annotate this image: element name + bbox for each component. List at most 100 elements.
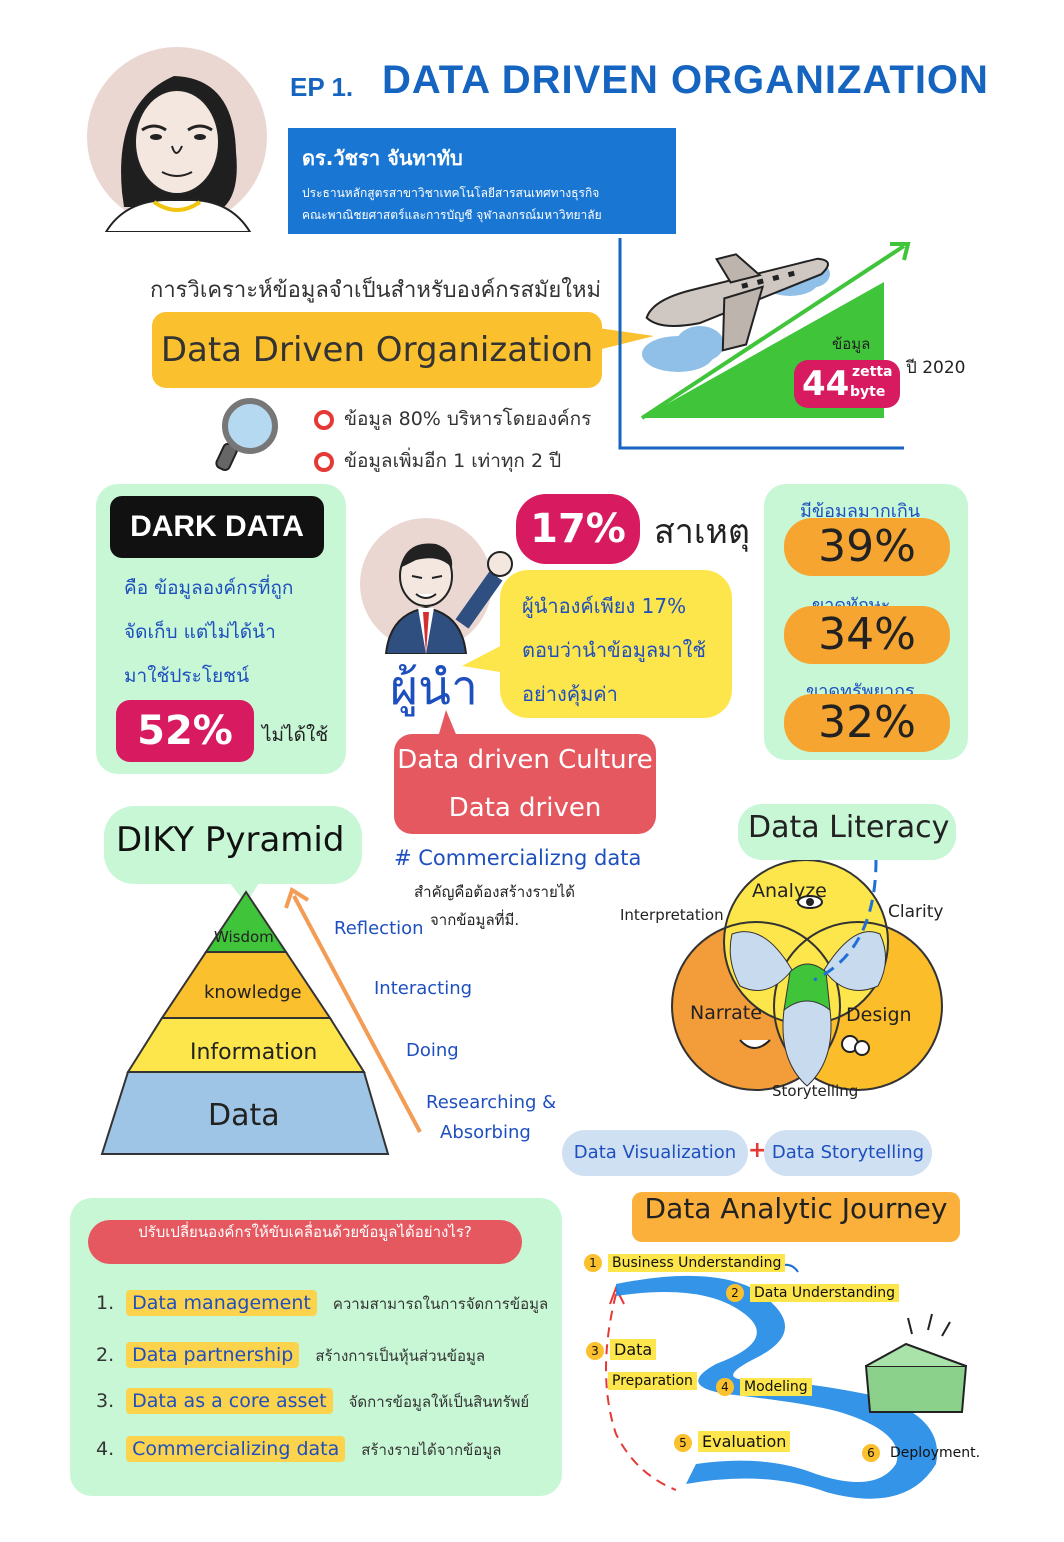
dark-data-desc-3: มาใช้ประโยชน์ bbox=[124, 665, 250, 687]
leader-bubble-line-3: อย่างคุ้มค่า bbox=[522, 682, 618, 706]
leader-speech-bubble: ผู้นำองค์เพียง 17% ตอบว่านำข้อมูลมาใช้ อ… bbox=[500, 570, 732, 718]
pyramid-level-data: Data bbox=[208, 1098, 280, 1133]
growth-year: ปี 2020 bbox=[906, 358, 966, 378]
growth-unit-byte: byte bbox=[850, 384, 886, 400]
speaker-portrait bbox=[84, 42, 270, 233]
literacy-venn bbox=[664, 859, 964, 1100]
leader-percent-bubble: 17% bbox=[516, 494, 640, 564]
speaker-card: ดร.วัชรา จันทาทับ ประธานหลักสูตรสาขาวิชา… bbox=[288, 128, 676, 234]
episode-label: EP 1. bbox=[290, 72, 354, 102]
culture-line: Data driven Culture bbox=[397, 745, 653, 775]
growth-unit-zetta: zetta bbox=[852, 364, 893, 380]
literacy-analyze: Analyze bbox=[752, 880, 827, 902]
leader-illustration bbox=[356, 504, 526, 655]
data-visualization-pill: Data Visualization bbox=[562, 1130, 748, 1176]
bullet-icon bbox=[314, 409, 334, 430]
transform-question: ปรับเปลี่ยนองค์กรให้ขับเคลื่อนด้วยข้อมูล… bbox=[88, 1220, 522, 1264]
literacy-plus: + bbox=[748, 1138, 767, 1163]
diky-bubble-pointer bbox=[226, 878, 262, 904]
cause-value-2: 34% bbox=[784, 606, 950, 664]
step-number: 5 bbox=[674, 1434, 692, 1452]
step-number: 3 bbox=[586, 1342, 604, 1360]
item-name: Data partnership bbox=[126, 1342, 300, 1368]
cause-value-1: 39% bbox=[784, 518, 950, 576]
pyramid-level-wisdom: Wisdom bbox=[214, 928, 274, 946]
bullet-data-doubles: ข้อมูลเพิ่มอีก 1 เท่าทุก 2 ปี bbox=[314, 446, 561, 476]
diky-title: DIKY Pyramid bbox=[116, 820, 345, 860]
item-name: Data management bbox=[126, 1290, 317, 1316]
growth-value: 44 bbox=[802, 364, 850, 404]
literacy-clarity: Clarity bbox=[888, 902, 944, 922]
pyramid-level-information: Information bbox=[190, 1040, 318, 1065]
bullet-data-80: ข้อมูล 80% บริหารโดยองค์กร bbox=[314, 404, 591, 434]
step-label: Modeling bbox=[740, 1378, 812, 1396]
leader-bubble-line-1: ผู้นำองค์เพียง 17% bbox=[522, 594, 687, 618]
step-number: 2 bbox=[726, 1284, 744, 1302]
hashtag-commercializing: # Commercializng data bbox=[394, 846, 642, 870]
dark-data-desc-2: จัดเก็บ แต่ไม่ได้นำ bbox=[124, 621, 276, 643]
growth-label: ข้อมูล bbox=[832, 335, 871, 353]
step-label-b: Preparation bbox=[608, 1372, 697, 1390]
step-number: 6 bbox=[862, 1444, 880, 1462]
literacy-narrate: Narrate bbox=[690, 1002, 762, 1024]
transform-item-1: 1. Data management ความสามารถในการจัดการข้… bbox=[96, 1290, 549, 1316]
journey-step-3: 3 Data bbox=[586, 1339, 657, 1360]
journey-step-3b: Preparation bbox=[608, 1370, 697, 1390]
journey-title: Data Analytic Journey bbox=[632, 1192, 960, 1242]
transform-item-4: 4. Commercializing data สร้างรายได้จากข้อม… bbox=[96, 1436, 502, 1462]
hashtag-desc-1: สำคัญคือต้องสร้างรายได้ bbox=[414, 883, 576, 901]
step-number: 1 bbox=[584, 1254, 602, 1272]
item-number: 2. bbox=[96, 1344, 115, 1366]
leader-label: ผู้นำ bbox=[390, 660, 478, 716]
step-number: 4 bbox=[716, 1378, 734, 1396]
magnifier-icon bbox=[214, 396, 284, 476]
speaker-name: ดร.วัชรา จันทาทับ bbox=[302, 146, 463, 170]
bubble-pointer bbox=[462, 640, 512, 674]
step-interacting: Interacting bbox=[374, 978, 473, 999]
data-driven-banner: Data Driven Organization bbox=[152, 312, 602, 388]
cause-label-1: มีข้อมูลมากเกิน bbox=[800, 501, 921, 522]
data-storytelling-pill: Data Storytelling bbox=[764, 1130, 932, 1176]
dark-data-desc-1: คือ ข้อมูลองค์กรที่ถูก bbox=[124, 577, 294, 599]
journey-step-4: 4 Modeling bbox=[716, 1376, 812, 1396]
bullet-text: ข้อมูล 80% บริหารโดยองค์กร bbox=[344, 408, 592, 430]
leader-bubble-line-2: ตอบว่านำข้อมูลมาใช้ bbox=[522, 638, 706, 662]
bullet-text: ข้อมูลเพิ่มอีก 1 เท่าทุก 2 ปี bbox=[344, 450, 562, 472]
item-number: 1. bbox=[96, 1292, 115, 1314]
speaker-affiliation: คณะพาณิชยศาสตร์และการบัญชี จุฬาลงกรณ์มหา… bbox=[302, 208, 602, 222]
journey-step-6: 6 Deployment. bbox=[862, 1442, 984, 1462]
bullet-icon bbox=[314, 451, 334, 472]
journey-step-2: 2 Data Understanding bbox=[726, 1282, 900, 1302]
dark-data-percent: 52% bbox=[116, 700, 254, 762]
banner-pointer bbox=[598, 328, 654, 350]
step-reflection: Reflection bbox=[334, 918, 424, 939]
step-label: Evaluation bbox=[698, 1431, 791, 1452]
item-desc: สร้างรายได้จากข้อมูล bbox=[361, 1441, 502, 1459]
leader-cause-label: สาเหตุ bbox=[654, 512, 750, 552]
item-desc: จัดการข้อมูลให้เป็นสินทรัพย์ bbox=[348, 1393, 530, 1411]
pyramid-progress-arrow bbox=[284, 886, 422, 1133]
step-label: Deployment. bbox=[890, 1445, 981, 1461]
mindset-line: Data driven Mindset bbox=[448, 793, 602, 871]
growth-value-badge: 44 zetta byte bbox=[794, 360, 900, 408]
literacy-title: Data Literacy bbox=[748, 810, 950, 845]
literacy-design: Design bbox=[846, 1004, 912, 1026]
item-number: 3. bbox=[96, 1390, 115, 1412]
step-label: Business Understanding bbox=[608, 1254, 786, 1272]
item-name: Data as a core asset bbox=[126, 1388, 333, 1414]
item-desc: ความสามารถในการจัดการข้อมูล bbox=[332, 1295, 549, 1313]
culture-box: Data driven Culture Data driven Mindset bbox=[394, 734, 656, 871]
data-growth-illustration bbox=[614, 236, 1034, 462]
diky-pyramid bbox=[96, 888, 396, 1160]
step-absorbing: Absorbing bbox=[440, 1122, 531, 1143]
speaker-position: ประธานหลักสูตรสาขาวิชาเทคโนโลยีสารสนเทศท… bbox=[302, 186, 600, 200]
pyramid-level-knowledge: knowledge bbox=[204, 982, 302, 1003]
item-name: Commercializing data bbox=[126, 1436, 346, 1462]
literacy-title-bubble bbox=[738, 804, 956, 860]
transform-item-2: 2. Data partnership สร้างการเป็นหุ้นส่วนข้… bbox=[96, 1342, 486, 1368]
journey-step-1: 1 Business Understanding bbox=[584, 1252, 786, 1272]
item-desc: สร้างการเป็นหุ้นส่วนข้อมูล bbox=[315, 1347, 486, 1365]
literacy-interpretation: Interpretation bbox=[620, 906, 724, 924]
hashtag-desc-2: จากข้อมูลที่มี. bbox=[430, 911, 520, 929]
journey-step-5: 5 Evaluation bbox=[674, 1431, 791, 1452]
